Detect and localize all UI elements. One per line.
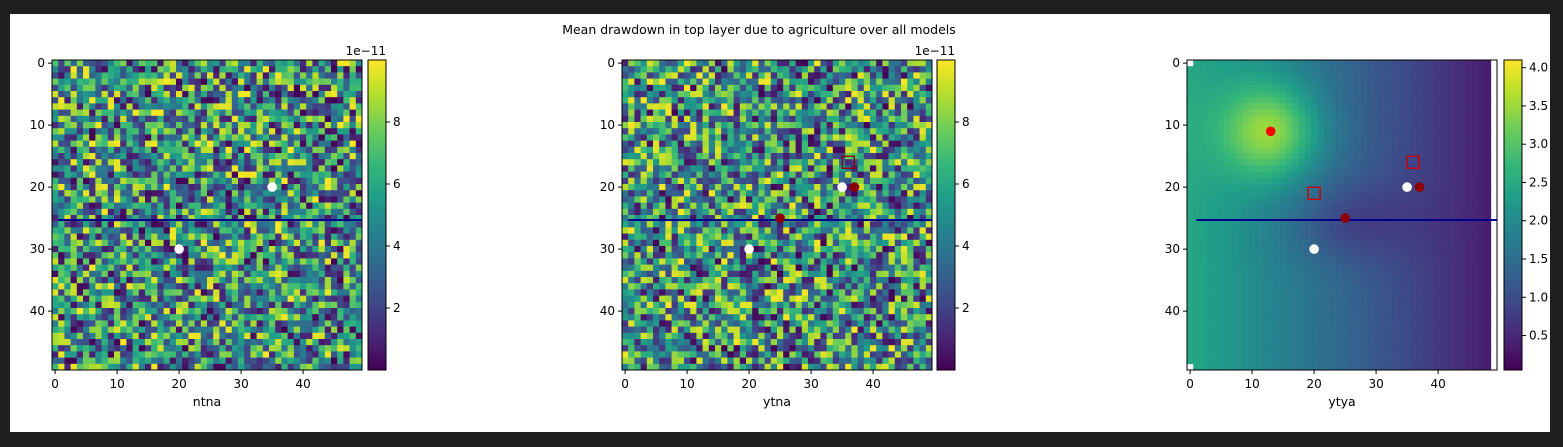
- circle-marker: [837, 182, 847, 192]
- x-axis-label: ntna: [193, 394, 221, 409]
- colorbar-tick-label: 2: [962, 301, 970, 315]
- square-marker: [1406, 155, 1421, 170]
- x-tick-label: 10: [679, 377, 694, 391]
- heatmap-cells: [52, 60, 363, 371]
- colorbar: [368, 60, 386, 371]
- colorbar-tick-label: 8: [962, 115, 970, 129]
- y-tick-label: 40: [600, 304, 615, 318]
- figure-title: Mean drawdown in top layer due to agricu…: [562, 22, 956, 37]
- x-tick-label: 40: [865, 377, 880, 391]
- circle-marker: [1309, 244, 1319, 254]
- x-tick-label: 0: [621, 377, 629, 391]
- y-tick-label: 40: [1165, 304, 1180, 318]
- y-tick-label: 10: [600, 118, 615, 132]
- panel-1: 0 10 20 30 40 0 10 20 30 40 ntna 2 4 6 8 1e−11: [30, 44, 401, 409]
- y-tick-label: 30: [600, 242, 615, 256]
- circle-marker: [1265, 126, 1276, 137]
- colorbar-tick-label: 8: [393, 115, 401, 129]
- x-tick-label: 0: [1186, 377, 1194, 391]
- circle-marker: [849, 182, 860, 192]
- x-axis-label: ytya: [1328, 394, 1355, 409]
- colorbar: [937, 60, 955, 371]
- y-tick-label: 20: [30, 180, 45, 194]
- y-tick-label: 0: [1172, 56, 1180, 70]
- colorbar-tick-label: 3.0: [1529, 137, 1548, 151]
- x-tick-label: 10: [1244, 377, 1259, 391]
- y-tick-label: 40: [30, 304, 45, 318]
- circle-marker: [1402, 182, 1412, 192]
- axes-frame: [621, 59, 933, 371]
- y-tick-label: 10: [1165, 118, 1180, 132]
- colorbar-tick-label: 2.5: [1529, 175, 1548, 189]
- x-axis-label: ytna: [763, 394, 791, 409]
- colorbar-offset-label: 1e−11: [915, 44, 955, 58]
- colorbar-tick-label: 1.5: [1529, 252, 1548, 266]
- x-tick-label: 30: [233, 377, 248, 391]
- heatmap-cells: [1187, 60, 1492, 371]
- colorbar-tick-label: 3.5: [1529, 99, 1548, 113]
- square-marker: [841, 155, 855, 170]
- colorbar: [1504, 60, 1522, 371]
- circle-marker: [1340, 213, 1350, 223]
- x-tick-label: 20: [171, 377, 186, 391]
- circle-marker: [744, 244, 754, 254]
- square-marker: [1307, 186, 1321, 201]
- y-tick-label: 30: [1165, 242, 1180, 256]
- x-tick-label: 40: [1430, 377, 1445, 391]
- y-tick-label: 30: [30, 242, 45, 256]
- colorbar-tick-label: 6: [393, 177, 401, 191]
- panel-2: 0 10 20 30 40 0 10 20 30 40 ytna 2 4 6 8 1e−11: [600, 44, 970, 409]
- x-tick-label: 20: [741, 377, 756, 391]
- colorbar-tick-label: 4: [393, 239, 401, 253]
- axes-frame: [1186, 59, 1498, 371]
- y-tick-label: 20: [1165, 180, 1180, 194]
- circle-marker: [267, 182, 277, 192]
- circle-marker: [174, 244, 184, 254]
- x-tick-label: 10: [109, 377, 124, 391]
- y-tick-label: 0: [607, 56, 615, 70]
- y-tick-label: 10: [30, 118, 45, 132]
- colorbar-tick-label: 2: [393, 301, 401, 315]
- figure: Mean drawdown in top layer due to agricu…: [10, 14, 1550, 432]
- heatmap-cells: [622, 60, 933, 371]
- y-tick-label: 0: [37, 56, 45, 70]
- colorbar-tick-label: 4.0: [1529, 61, 1548, 75]
- colorbar-frame: [936, 59, 956, 371]
- colorbar-offset-label: 1e−11: [346, 44, 386, 58]
- x-tick-label: 30: [803, 377, 818, 391]
- x-tick-label: 20: [1306, 377, 1321, 391]
- colorbar-frame: [1503, 59, 1523, 371]
- y-tick-label: 20: [600, 180, 615, 194]
- x-tick-label: 40: [295, 377, 310, 391]
- colorbar-tick-label: 1.0: [1529, 290, 1548, 304]
- axes-frame: [51, 59, 363, 371]
- circle-marker: [775, 213, 785, 223]
- x-tick-label: 0: [51, 377, 59, 391]
- colorbar-tick-label: 4: [962, 239, 970, 253]
- colorbar-tick-label: 2.0: [1529, 214, 1548, 228]
- panel-3: 0 10 20 30 40 0 10 20 30 40 ytya 0.5 1.0 1.5 2.0 2.5 3.0…: [1165, 56, 1548, 409]
- colorbar-frame: [367, 59, 387, 371]
- x-tick-label: 30: [1368, 377, 1383, 391]
- colorbar-tick-label: 6: [962, 177, 970, 191]
- circle-marker: [1414, 182, 1425, 192]
- colorbar-tick-label: 0.5: [1529, 329, 1548, 343]
